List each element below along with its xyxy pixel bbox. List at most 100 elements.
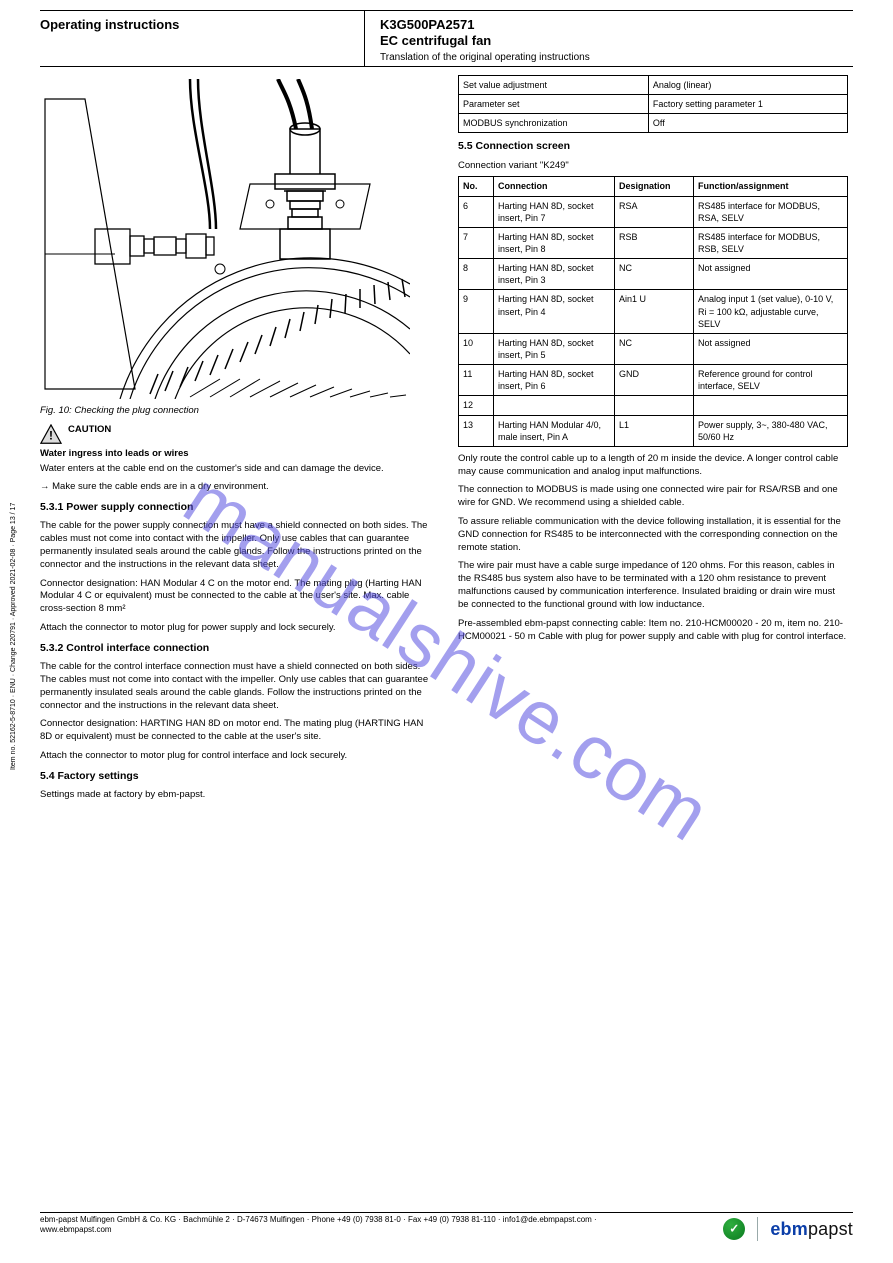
brand-papst: papst — [808, 1219, 853, 1239]
connection-variant: Connection variant "K249" — [458, 160, 848, 173]
cell: 10 — [459, 333, 494, 364]
header-separator — [364, 11, 365, 66]
heading-factory-settings: 5.4 Factory settings — [40, 769, 430, 783]
footer-rule — [40, 1212, 853, 1213]
cell: Analog (linear) — [648, 76, 847, 95]
cell: Set value adjustment — [459, 76, 649, 95]
cell: Harting HAN 8D, socket insert, Pin 3 — [494, 259, 615, 290]
header-product: K3G500PA2571 — [380, 17, 474, 32]
side-item-number: Item no. 52162-5-8710 · ENU · Change 220… — [10, 503, 17, 770]
cell: Harting HAN 8D, socket insert, Pin 5 — [494, 333, 615, 364]
footer-address: ebm-papst Mulfingen GmbH & Co. KG · Bach… — [40, 1215, 600, 1234]
para-below-2: The connection to MODBUS is made using o… — [458, 484, 848, 510]
cell: NC — [615, 333, 694, 364]
heading-connection-screen: 5.5 Connection screen — [458, 139, 848, 153]
table-row: MODBUS synchronization Off — [459, 114, 848, 133]
para-power-2: Connector designation: HAN Modular 4 C o… — [40, 578, 430, 616]
cell: Factory setting parameter 1 — [648, 95, 847, 114]
cell — [494, 396, 615, 415]
table-row: Set value adjustment Analog (linear) — [459, 76, 848, 95]
left-column: Fig. 10: Checking the plug connection ! … — [40, 75, 430, 808]
warning-body: Water enters at the cable end on the cus… — [40, 463, 430, 476]
figure-svg — [40, 79, 410, 399]
table-row: 10Harting HAN 8D, socket insert, Pin 5NC… — [459, 333, 848, 364]
cell: Harting HAN 8D, socket insert, Pin 4 — [494, 290, 615, 333]
footer-divider — [757, 1217, 758, 1241]
cell: MODBUS synchronization — [459, 114, 649, 133]
cell: GND — [615, 365, 694, 396]
cell: Power supply, 3~, 380-480 VAC, 50/60 Hz — [694, 415, 848, 446]
settings-table: Set value adjustment Analog (linear) Par… — [458, 75, 848, 133]
header-left: Operating instructions — [40, 17, 360, 33]
cell: RS485 interface for MODBUS, RSA, SELV — [694, 196, 848, 227]
greentech-icon — [723, 1218, 745, 1240]
cell: Off — [648, 114, 847, 133]
para-below-5: Pre-assembled ebm-papst connecting cable… — [458, 618, 848, 644]
table-row: 11Harting HAN 8D, socket insert, Pin 6GN… — [459, 365, 848, 396]
brand-logo: ebmpapst — [770, 1219, 853, 1240]
th: Designation — [615, 177, 694, 196]
cell: RS485 interface for MODBUS, RSB, SELV — [694, 227, 848, 258]
cell: RSA — [615, 196, 694, 227]
cell: 11 — [459, 365, 494, 396]
table-row: 6Harting HAN 8D, socket insert, Pin 7RSA… — [459, 196, 848, 227]
warning-icon: ! — [40, 424, 62, 444]
cell: Ain1 U — [615, 290, 694, 333]
cell: 6 — [459, 196, 494, 227]
th: No. — [459, 177, 494, 196]
right-column: Set value adjustment Analog (linear) Par… — [458, 75, 848, 808]
th: Connection — [494, 177, 615, 196]
figure-caption: Fig. 10: Checking the plug connection — [40, 405, 430, 418]
header-right: K3G500PA2571 EC centrifugal fan Translat… — [380, 17, 590, 64]
footer: ebm-papst Mulfingen GmbH & Co. KG · Bach… — [40, 1215, 853, 1243]
warning-action: → Make sure the cable ends are in a dry … — [40, 481, 430, 494]
warning-heading: Water ingress into leads or wires — [40, 448, 430, 461]
cell: NC — [615, 259, 694, 290]
header-translation: Translation of the original operating in… — [380, 52, 590, 63]
cell: Harting HAN 8D, socket insert, Pin 6 — [494, 365, 615, 396]
cell: L1 — [615, 415, 694, 446]
table-row: 12 — [459, 396, 848, 415]
cell: Not assigned — [694, 259, 848, 290]
footer-right: ebmpapst — [723, 1217, 853, 1241]
heading-power-supply: 5.3.1 Power supply connection — [40, 500, 430, 514]
cell: Harting HAN 8D, socket insert, Pin 8 — [494, 227, 615, 258]
para-factory: Settings made at factory by ebm-papst. — [40, 789, 430, 802]
th: Function/assignment — [694, 177, 848, 196]
cell: 9 — [459, 290, 494, 333]
cell — [615, 396, 694, 415]
cell: Analog input 1 (set value), 0-10 V, Ri =… — [694, 290, 848, 333]
cell: 12 — [459, 396, 494, 415]
table-row: 9Harting HAN 8D, socket insert, Pin 4Ain… — [459, 290, 848, 333]
para-below-3: To assure reliable communication with th… — [458, 516, 848, 554]
warning-label: CAUTION — [68, 424, 111, 437]
cell: RSB — [615, 227, 694, 258]
cell: 8 — [459, 259, 494, 290]
para-ctrl-2: Connector designation: HARTING HAN 8D on… — [40, 718, 430, 744]
para-power-1: The cable for the power supply connectio… — [40, 520, 430, 571]
cell: Harting HAN Modular 4/0, male insert, Pi… — [494, 415, 615, 446]
table-row: 13Harting HAN Modular 4/0, male insert, … — [459, 415, 848, 446]
cell — [694, 396, 848, 415]
table-row: 8Harting HAN 8D, socket insert, Pin 3NCN… — [459, 259, 848, 290]
table-row: Parameter set Factory setting parameter … — [459, 95, 848, 114]
para-ctrl-1: The cable for the control interface conn… — [40, 661, 430, 712]
heading-control-interface: 5.3.2 Control interface connection — [40, 641, 430, 655]
brand-ebm: ebm — [770, 1219, 808, 1239]
svg-text:!: ! — [49, 428, 53, 442]
para-ctrl-3: Attach the connector to motor plug for c… — [40, 750, 430, 763]
cell: Not assigned — [694, 333, 848, 364]
cell: Parameter set — [459, 95, 649, 114]
header-product-sub: EC centrifugal fan — [380, 33, 491, 48]
para-below-4: The wire pair must have a cable surge im… — [458, 560, 848, 611]
para-power-3: Attach the connector to motor plug for p… — [40, 622, 430, 635]
cell: Reference ground for control interface, … — [694, 365, 848, 396]
cell: 13 — [459, 415, 494, 446]
connection-table: No. Connection Designation Function/assi… — [458, 176, 848, 446]
cell: 7 — [459, 227, 494, 258]
header-rule: Operating instructions K3G500PA2571 EC c… — [40, 10, 853, 67]
table-row: 7Harting HAN 8D, socket insert, Pin 8RSB… — [459, 227, 848, 258]
figure-plug-check — [40, 79, 410, 399]
para-below-1: Only route the control cable up to a len… — [458, 453, 848, 479]
table-header-row: No. Connection Designation Function/assi… — [459, 177, 848, 196]
